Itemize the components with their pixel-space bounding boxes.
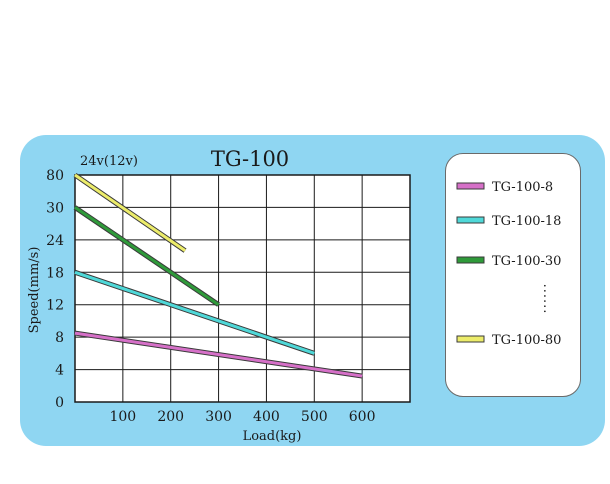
series-line (74, 173, 186, 252)
y-tick-label: 24 (46, 233, 64, 249)
legend-label: TG-100-30 (492, 254, 561, 269)
y-tick-label: 80 (46, 168, 64, 184)
series-line (74, 206, 220, 306)
series-line (74, 270, 315, 355)
chart-title: TG-100 (211, 147, 289, 171)
legend-label: TG-100-8 (492, 180, 553, 195)
legend-ellipsis: ...... (540, 284, 555, 315)
legend: TG-100-8 TG-100-18 TG-100-30 TG-100-80 (456, 180, 561, 348)
x-tick-label: 300 (205, 409, 232, 425)
y-tick-label: 30 (46, 200, 64, 216)
chart-grid (74, 174, 411, 403)
legend-swatch (456, 182, 485, 190)
y-tick-label: 18 (46, 265, 64, 281)
y-tick-label: 4 (55, 363, 64, 379)
legend-box (445, 153, 581, 397)
chart-subtitle: 24v(12v) (80, 154, 138, 169)
x-tick-label: 500 (301, 409, 328, 425)
x-tick-label: 100 (109, 409, 136, 425)
plot-area (74, 174, 411, 403)
legend-label: TG-100-80 (492, 333, 561, 348)
y-tick-label: 0 (55, 395, 64, 411)
x-tick-label: 600 (349, 409, 376, 425)
legend-swatch (456, 256, 485, 264)
x-axis-label: Load(kg) (243, 429, 302, 444)
legend-swatch (456, 216, 485, 224)
legend-label: TG-100-18 (492, 214, 561, 229)
chart-series (73, 172, 363, 379)
y-tick-label: 8 (55, 330, 64, 346)
chart-ticks: 100 200 300 400 500 600 0 4 8 12 18 24 30 80 (46, 168, 375, 425)
y-axis-label: Speed(mm/s) (27, 247, 42, 334)
x-tick-label: 400 (253, 409, 280, 425)
legend-swatch (456, 335, 485, 343)
y-tick-label: 12 (46, 298, 64, 314)
x-tick-label: 200 (157, 409, 184, 425)
series-line (74, 331, 363, 378)
